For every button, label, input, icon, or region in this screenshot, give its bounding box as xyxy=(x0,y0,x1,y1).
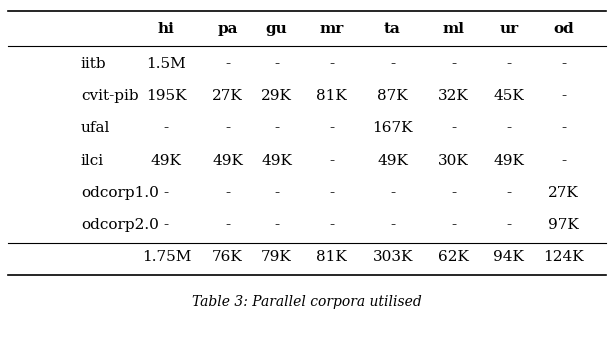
Text: -: - xyxy=(561,121,566,135)
Text: -: - xyxy=(451,121,456,135)
Text: -: - xyxy=(329,154,334,168)
Text: -: - xyxy=(506,121,511,135)
Text: -: - xyxy=(225,186,230,200)
Text: -: - xyxy=(561,154,566,168)
Text: -: - xyxy=(164,121,169,135)
Text: 195K: 195K xyxy=(146,89,187,103)
Text: 1.75M: 1.75M xyxy=(142,250,191,264)
Text: -: - xyxy=(225,121,230,135)
Text: 49K: 49K xyxy=(151,154,182,168)
Text: cvit-pib: cvit-pib xyxy=(81,89,139,103)
Text: 30K: 30K xyxy=(438,154,469,168)
Text: 81K: 81K xyxy=(316,89,347,103)
Text: 303K: 303K xyxy=(372,250,413,264)
Text: -: - xyxy=(164,218,169,232)
Text: Table 3: Parallel corpora utilised: Table 3: Parallel corpora utilised xyxy=(192,295,422,310)
Text: 167K: 167K xyxy=(372,121,413,135)
Text: pa: pa xyxy=(217,22,238,36)
Text: -: - xyxy=(506,218,511,232)
Text: 76K: 76K xyxy=(212,250,243,264)
Text: -: - xyxy=(274,218,279,232)
Text: -: - xyxy=(225,218,230,232)
Text: 27K: 27K xyxy=(548,186,579,200)
Text: 97K: 97K xyxy=(548,218,579,232)
Text: 49K: 49K xyxy=(261,154,292,168)
Text: 32K: 32K xyxy=(438,89,469,103)
Text: 124K: 124K xyxy=(543,250,584,264)
Text: -: - xyxy=(274,186,279,200)
Text: mr: mr xyxy=(319,22,344,36)
Text: -: - xyxy=(390,218,395,232)
Text: ta: ta xyxy=(384,22,401,36)
Text: -: - xyxy=(506,57,511,71)
Text: -: - xyxy=(329,121,334,135)
Text: odcorp2.0: odcorp2.0 xyxy=(81,218,159,232)
Text: iitb: iitb xyxy=(81,57,106,71)
Text: ilci: ilci xyxy=(81,154,104,168)
Text: ufal: ufal xyxy=(81,121,111,135)
Text: -: - xyxy=(561,57,566,71)
Text: -: - xyxy=(451,218,456,232)
Text: -: - xyxy=(274,57,279,71)
Text: -: - xyxy=(390,186,395,200)
Text: 49K: 49K xyxy=(493,154,524,168)
Text: 49K: 49K xyxy=(377,154,408,168)
Text: 81K: 81K xyxy=(316,250,347,264)
Text: -: - xyxy=(164,186,169,200)
Text: 87K: 87K xyxy=(377,89,408,103)
Text: -: - xyxy=(329,218,334,232)
Text: odcorp1.0: odcorp1.0 xyxy=(81,186,159,200)
Text: od: od xyxy=(553,22,574,36)
Text: -: - xyxy=(274,121,279,135)
Text: -: - xyxy=(329,57,334,71)
Text: 27K: 27K xyxy=(212,89,243,103)
Text: 1.5M: 1.5M xyxy=(147,57,186,71)
Text: ml: ml xyxy=(443,22,465,36)
Text: gu: gu xyxy=(266,22,287,36)
Text: -: - xyxy=(451,186,456,200)
Text: 62K: 62K xyxy=(438,250,469,264)
Text: -: - xyxy=(329,186,334,200)
Text: 94K: 94K xyxy=(493,250,524,264)
Text: -: - xyxy=(506,186,511,200)
Text: -: - xyxy=(451,57,456,71)
Text: 79K: 79K xyxy=(261,250,292,264)
Text: -: - xyxy=(561,89,566,103)
Text: hi: hi xyxy=(158,22,175,36)
Text: ur: ur xyxy=(499,22,518,36)
Text: -: - xyxy=(390,57,395,71)
Text: -: - xyxy=(225,57,230,71)
Text: 29K: 29K xyxy=(261,89,292,103)
Text: 49K: 49K xyxy=(212,154,243,168)
Text: 45K: 45K xyxy=(493,89,524,103)
